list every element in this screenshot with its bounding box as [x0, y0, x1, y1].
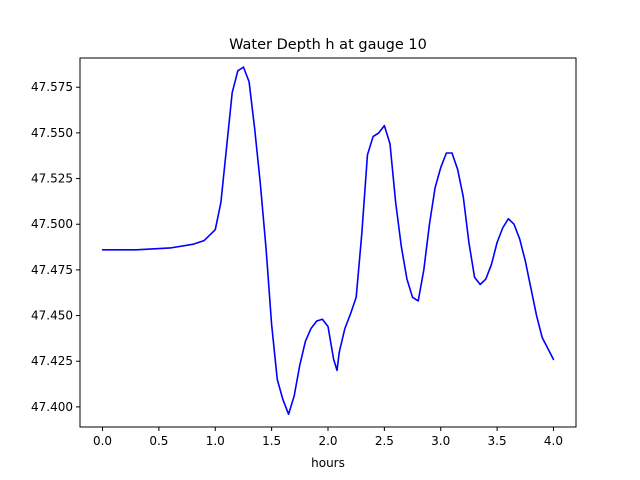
- x-tick-label-1: 0.5: [149, 434, 168, 448]
- y-tick-label-6: 47.550: [31, 126, 73, 140]
- x-tick-label-0: 0.0: [93, 434, 112, 448]
- y-tick-label-0: 47.400: [31, 400, 73, 414]
- x-tick-label-5: 2.5: [375, 434, 394, 448]
- chart-title: Water Depth h at gauge 10: [229, 37, 427, 53]
- series-line-0: [101, 66, 555, 416]
- y-tick-label-1: 47.425: [31, 354, 73, 368]
- plot-area: 0.0 0.5 1.0 1.5 2.0 2.5 3.0 3.5 4.0 47.400 47.425 4…: [31, 57, 577, 448]
- y-tick-label-7: 47.575: [31, 80, 73, 94]
- x-tick-label-3: 1.5: [262, 434, 281, 448]
- x-tick-label-6: 3.0: [431, 434, 450, 448]
- y-tick-label-3: 47.475: [31, 263, 73, 277]
- x-axis-label: hours: [311, 456, 345, 470]
- x-tick-label-4: 2.0: [318, 434, 337, 448]
- x-tick-label-2: 1.0: [206, 434, 225, 448]
- x-tick-label-7: 3.5: [488, 434, 507, 448]
- x-tick-label-8: 4.0: [544, 434, 563, 448]
- y-tick-label-5: 47.525: [31, 172, 73, 186]
- y-tick-label-2: 47.450: [31, 309, 73, 323]
- y-tick-label-4: 47.500: [31, 217, 73, 231]
